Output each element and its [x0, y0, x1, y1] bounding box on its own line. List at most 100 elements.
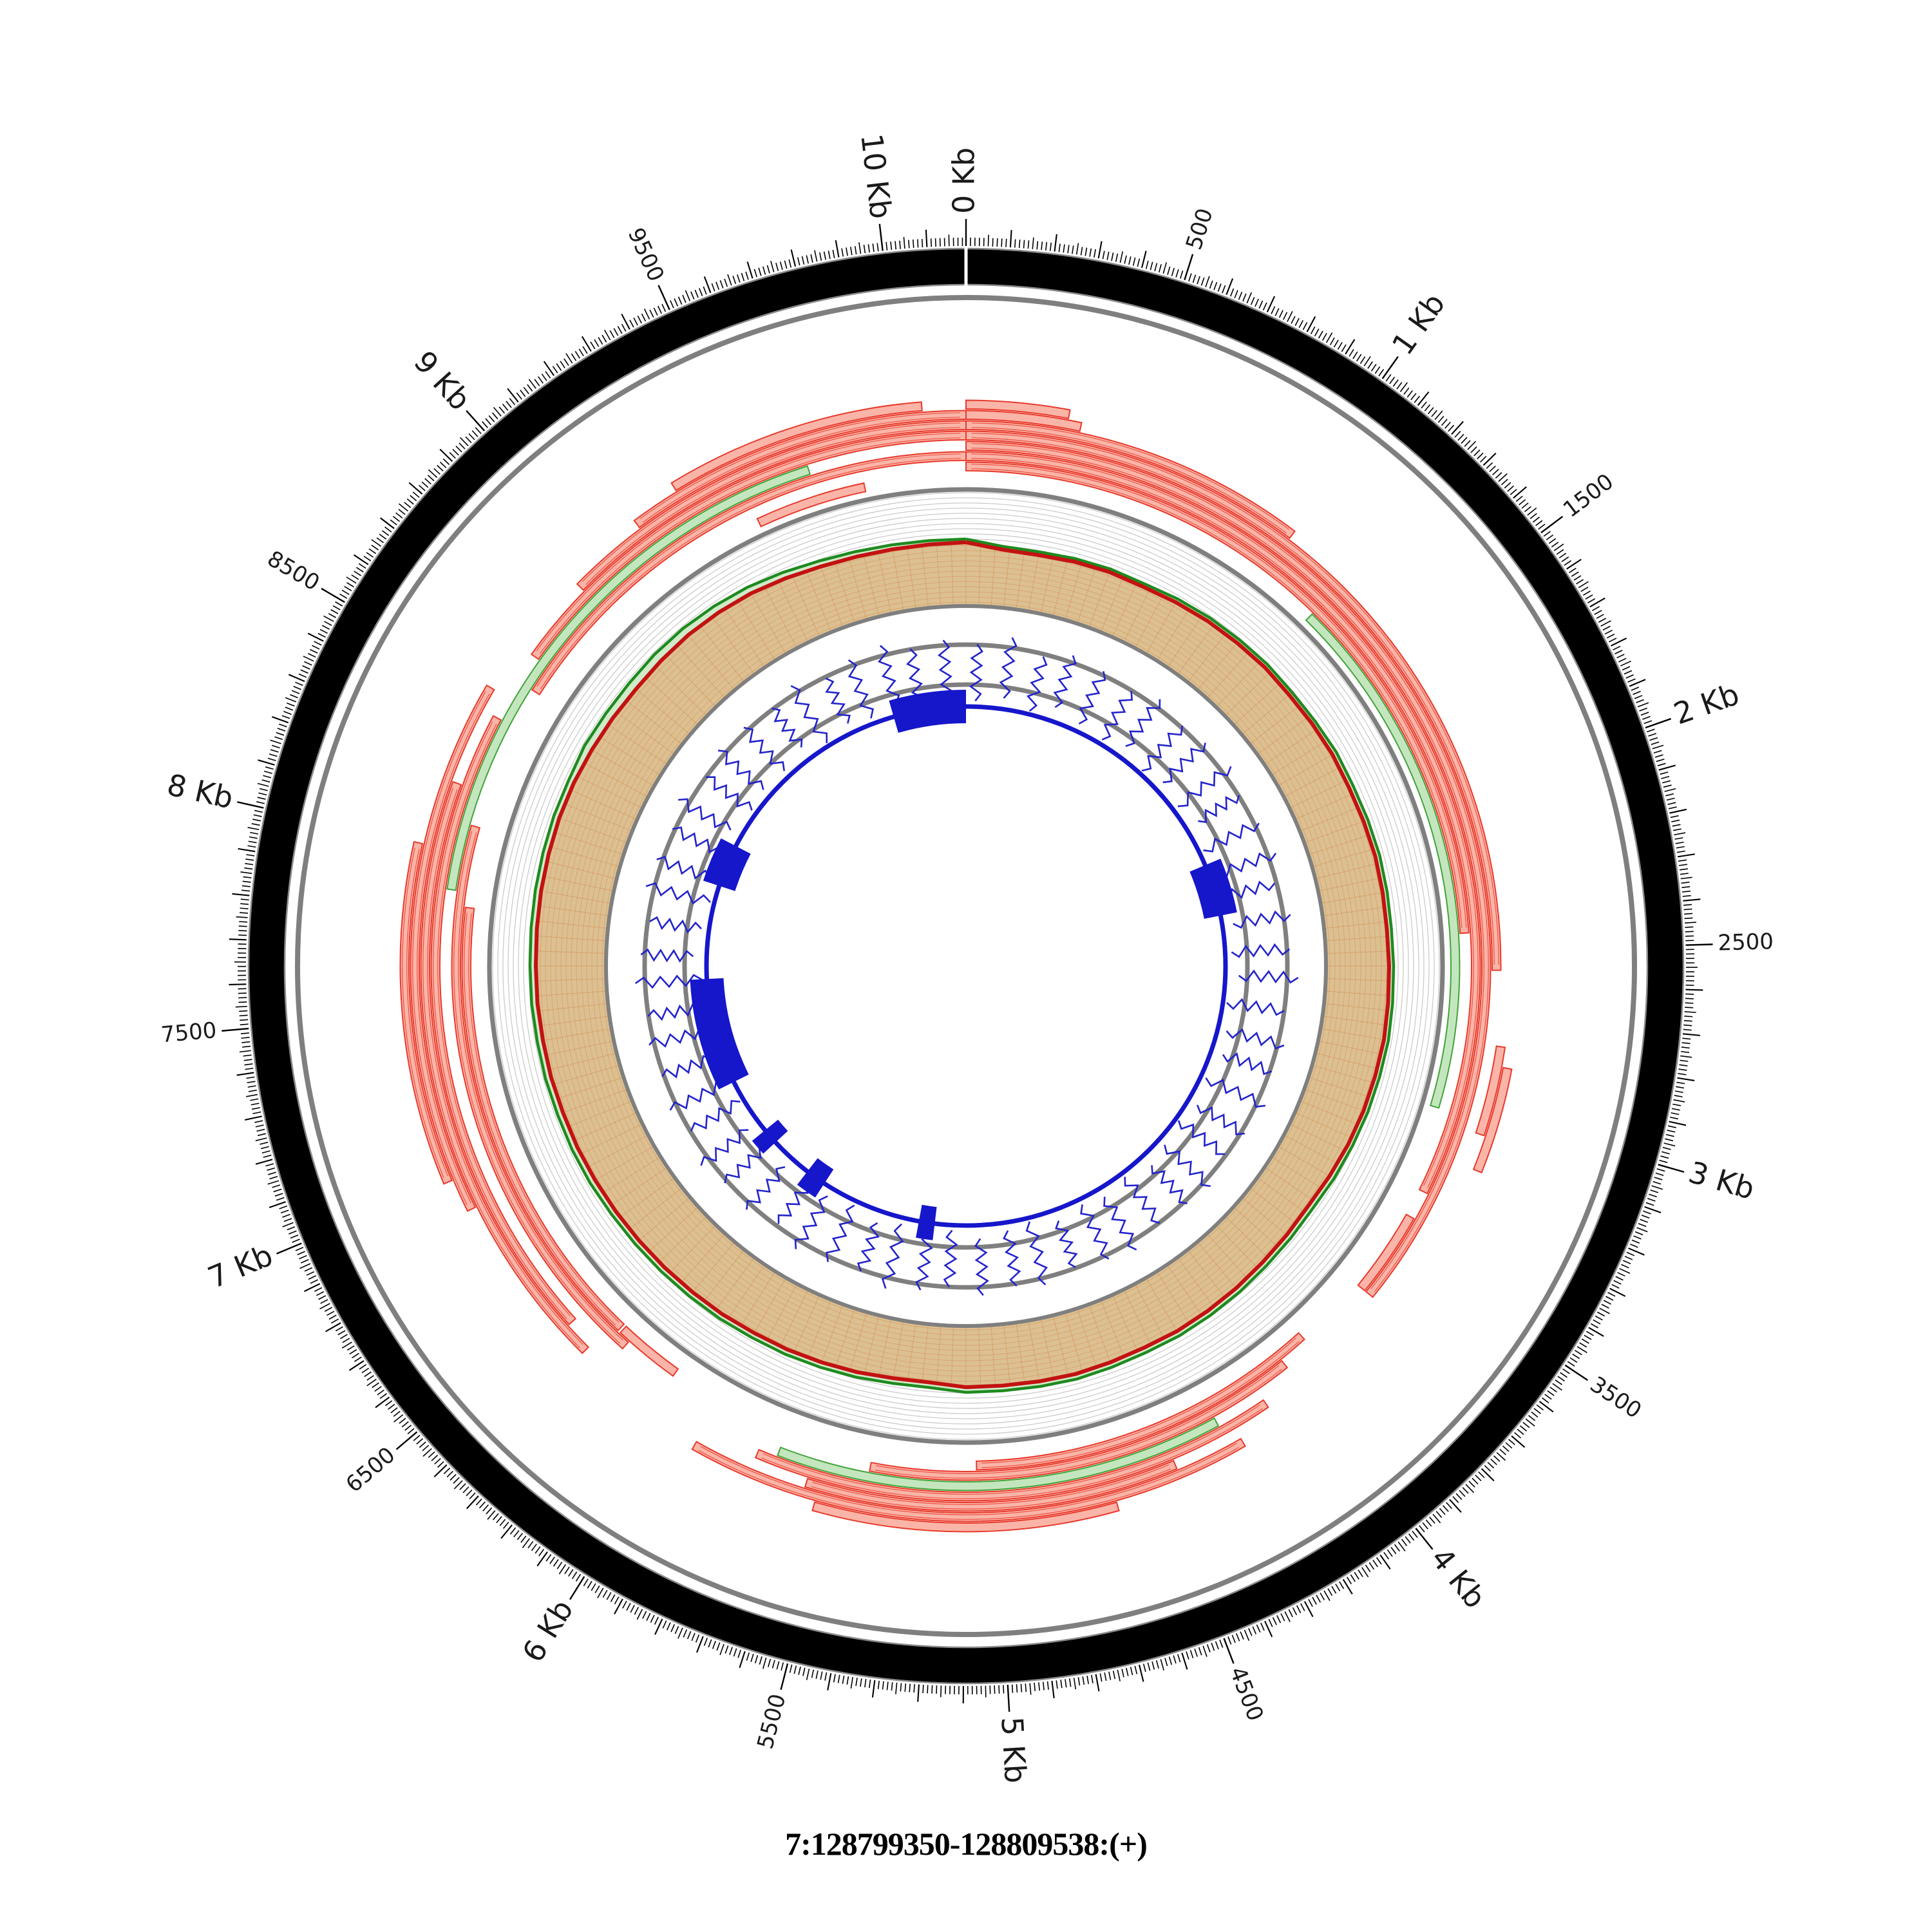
zigzag-mark	[937, 639, 953, 699]
zigzag-mark	[881, 1223, 904, 1289]
region-title: 7:128799350-128809538:(+)	[785, 1826, 1147, 1862]
zigzag-mark	[1226, 998, 1285, 1016]
tick-label-9500: 9500	[623, 224, 669, 285]
zigzag-mark	[647, 1003, 701, 1021]
read-arc-salmon	[965, 430, 1502, 971]
zigzag-mark	[1177, 1120, 1226, 1155]
zigzag-mark	[1151, 1165, 1188, 1204]
read-arc-salmon	[965, 410, 1083, 432]
zigzag-mark	[1203, 822, 1260, 853]
zigzag-mark	[1003, 1230, 1021, 1287]
zigzag-mark	[717, 750, 764, 790]
zigzag-mark	[825, 677, 851, 724]
tick-label-1500: 1500	[1558, 469, 1618, 523]
read-arc-salmon	[399, 840, 453, 1185]
tick-label-6500: 6500	[341, 1442, 401, 1497]
read-arc-salmon	[869, 1359, 1289, 1481]
zigzag-mark	[656, 855, 711, 880]
zigzag-mark	[1053, 655, 1077, 708]
zigzag-mark	[706, 776, 753, 811]
exon-block	[752, 1119, 788, 1154]
zigzag-mark	[1222, 1052, 1273, 1075]
zigzag-mark	[1026, 656, 1048, 712]
read-arc-salmon	[576, 420, 967, 591]
outer-gray-ring	[295, 295, 1637, 1637]
zigzag-mark	[1141, 725, 1184, 772]
zigzag-mark	[690, 1100, 741, 1132]
read-arc-salmon	[756, 482, 867, 527]
read-arc-salmon	[965, 399, 1071, 419]
read-arc-salmon	[530, 430, 967, 661]
read-arc-salmon	[754, 1399, 1269, 1502]
read-arc-green	[446, 465, 811, 891]
zigzag-mark	[1025, 1221, 1048, 1285]
tick-label-2000: 2 Kb	[1669, 676, 1743, 731]
read-arc-salmon	[410, 684, 495, 1212]
zigzag-track	[634, 637, 1299, 1296]
zigzag-mark	[677, 798, 732, 831]
gene-model-track	[690, 690, 1237, 1240]
zigzag-mark	[746, 1166, 786, 1210]
tick-label-2500: 2500	[1718, 929, 1774, 956]
read-arc-salmon	[430, 715, 577, 1326]
zigzag-mark	[669, 1081, 726, 1111]
zigzag-mark	[826, 1204, 855, 1262]
zigzag-mark	[877, 645, 900, 705]
read-arc-salmon	[965, 451, 1481, 1195]
tick-label-5500: 5500	[752, 1691, 791, 1752]
read-arc-salmon	[965, 420, 1296, 540]
scale-ring	[247, 246, 1685, 1685]
zigzag-mark	[1233, 910, 1291, 929]
zigzag-mark	[1078, 671, 1106, 725]
zigzag-mark	[1124, 1177, 1160, 1224]
read-arc-salmon	[811, 1501, 1120, 1533]
tick-label-3500: 3500	[1586, 1372, 1646, 1424]
inner-rings	[642, 642, 1290, 1290]
zigzag-mark	[943, 1229, 958, 1288]
zigzag-mark	[790, 685, 828, 744]
zigzag-mark	[848, 659, 875, 719]
tick-label-7500: 7500	[160, 1018, 218, 1048]
tick-label-5000: 5 Kb	[994, 1716, 1033, 1784]
tick-label-0: 0 Kb	[947, 147, 981, 214]
zigzag-mark	[640, 948, 694, 963]
tick-label-6000: 6 Kb	[515, 1593, 580, 1668]
tick-label-4000: 4 Kb	[1424, 1541, 1493, 1615]
exon-block	[889, 690, 966, 733]
zigzag-mark	[969, 643, 983, 702]
tick-label-3000: 3 Kb	[1685, 1155, 1758, 1206]
read-pileup-track	[399, 399, 1513, 1533]
tick-label-8500: 8500	[263, 546, 324, 596]
zigzag-mark	[634, 974, 703, 989]
read-arc-salmon	[1475, 1045, 1506, 1137]
coverage-grid	[487, 487, 1445, 1445]
zigzag-mark	[700, 1129, 749, 1166]
read-arc-salmon	[1357, 1213, 1415, 1292]
zigzag-mark	[1238, 969, 1299, 984]
zigzag-mark	[1217, 852, 1277, 878]
zigzag-mark	[999, 637, 1018, 699]
zigzag-mark	[649, 916, 702, 934]
zigzag-mark	[1198, 795, 1240, 824]
read-arc-green	[1305, 613, 1461, 1109]
tick-label-500: 500	[1181, 205, 1218, 253]
zigzag-mark	[724, 1143, 768, 1184]
zigzag-mark	[1231, 943, 1291, 958]
zigzag-mark	[1125, 699, 1161, 747]
tick-label-7000: 7 Kb	[203, 1238, 278, 1296]
zigzag-mark	[772, 707, 803, 748]
read-arc-salmon	[1472, 1066, 1513, 1174]
read-arc-salmon	[531, 451, 967, 696]
read-arc-green	[777, 1417, 1220, 1492]
exon-block	[690, 978, 749, 1090]
exon-block	[797, 1158, 834, 1198]
zigzag-mark	[1080, 1204, 1110, 1260]
coverage-boundary-rings	[487, 487, 1445, 1445]
zigzag-mark	[1164, 1144, 1211, 1188]
read-arc-salmon	[619, 1325, 679, 1378]
tick-label-1000: 1 Kb	[1385, 287, 1452, 361]
read-arc-salmon	[461, 906, 625, 1332]
read-arc-salmon	[804, 1459, 1178, 1512]
